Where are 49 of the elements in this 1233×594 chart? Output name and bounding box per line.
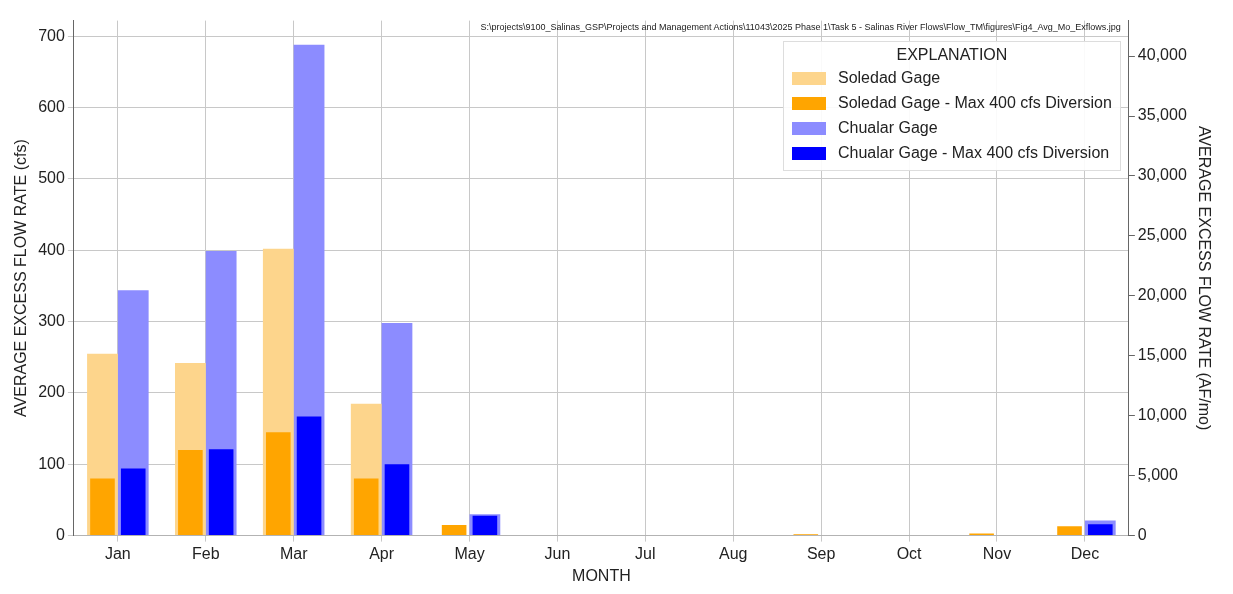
y2-axis-title: AVERAGE EXCESS FLOW RATE (AF/mo) bbox=[1195, 125, 1213, 431]
y-tick-label: 100 bbox=[38, 454, 65, 472]
y-tick-label: 700 bbox=[38, 26, 65, 44]
y2-tick-label: 5,000 bbox=[1137, 466, 1178, 484]
x-tick-label: Oct bbox=[896, 544, 923, 562]
x-tick-label: Feb bbox=[191, 544, 220, 562]
y-tick-label: 600 bbox=[38, 98, 65, 116]
y-tick-label: 200 bbox=[38, 383, 65, 401]
bar bbox=[1087, 524, 1113, 536]
bar bbox=[441, 524, 467, 536]
x-tick-label: Mar bbox=[279, 544, 309, 562]
bar bbox=[120, 468, 146, 536]
x-tick-label: Apr bbox=[369, 544, 395, 562]
bar bbox=[353, 478, 379, 536]
y2-tick-label: 20,000 bbox=[1137, 286, 1187, 304]
x-tick-label: Aug bbox=[719, 544, 748, 562]
y2-tick-label: 25,000 bbox=[1137, 226, 1187, 244]
x-tick-label: Jan bbox=[104, 544, 131, 562]
y2-tick-label: 0 bbox=[1137, 526, 1147, 544]
x-tick-label: Sep bbox=[806, 544, 836, 562]
bar bbox=[178, 450, 203, 536]
y2-tick-label: 10,000 bbox=[1137, 406, 1187, 424]
bar bbox=[296, 416, 322, 536]
bar bbox=[1057, 526, 1082, 536]
x-tick-label: May bbox=[454, 544, 485, 562]
x-tick-label: Jul bbox=[635, 544, 656, 562]
y-axis-title: AVERAGE EXCESS FLOW RATE (cfs) bbox=[12, 139, 30, 417]
annotation: S:\projects\9100_Salinas_GSP\Projects and Management Actions\11043\2025 Phase 1\Task 5 - Salinas River Flows\Flow_TM\figures\Fig4_Avg_Mo_Exflows.jpg bbox=[480, 21, 1121, 32]
legend-title: EXPLANATION bbox=[895, 45, 1009, 64]
bar bbox=[265, 432, 291, 536]
y-tick-label: 400 bbox=[38, 240, 65, 258]
y2-tick-label: 35,000 bbox=[1137, 106, 1187, 124]
legend-label: Soledad Gage - Max 400 cfs Diversion bbox=[837, 94, 1112, 113]
y2-tick-label: 15,000 bbox=[1137, 346, 1187, 364]
legend-label: Chualar Gage - Max 400 cfs Diversion bbox=[837, 144, 1110, 163]
x-tick-label: Nov bbox=[982, 544, 1012, 562]
bar bbox=[90, 478, 115, 536]
y2-tick-label: 30,000 bbox=[1137, 166, 1187, 184]
legend-label: Chualar Gage bbox=[837, 119, 938, 138]
x-axis-title: MONTH bbox=[572, 566, 631, 584]
x-tick-label: Dec bbox=[1070, 544, 1100, 562]
legend-label: Soledad Gage bbox=[837, 69, 941, 88]
y-tick-label: 300 bbox=[38, 312, 65, 330]
y2-tick-label: 40,000 bbox=[1137, 46, 1187, 64]
bar bbox=[208, 449, 234, 536]
x-tick-label: Jun bbox=[544, 544, 571, 562]
bar bbox=[384, 464, 410, 536]
y-tick-label: 0 bbox=[55, 526, 65, 544]
y-tick-label: 500 bbox=[38, 169, 65, 187]
